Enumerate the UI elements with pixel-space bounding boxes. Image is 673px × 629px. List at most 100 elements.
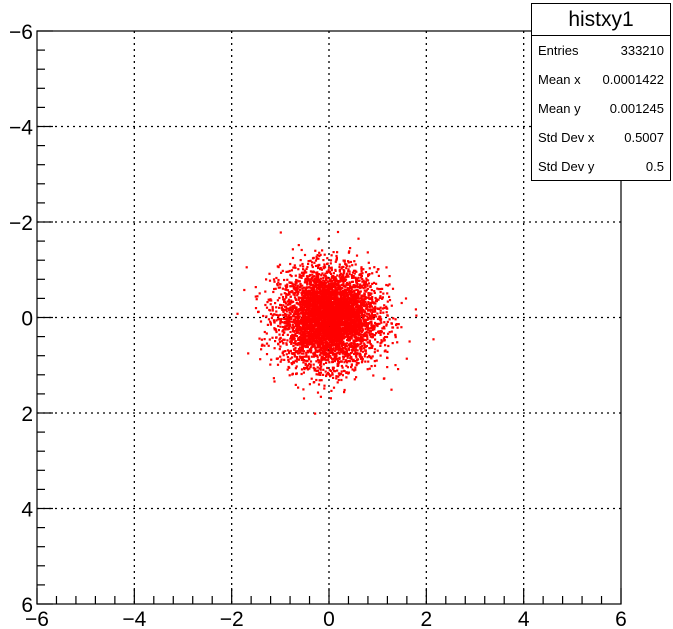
scatter-point bbox=[379, 296, 382, 299]
scatter-point bbox=[333, 337, 336, 340]
scatter-point bbox=[390, 330, 393, 333]
scatter-point bbox=[293, 286, 296, 289]
scatter-point bbox=[308, 323, 311, 326]
scatter-point bbox=[337, 319, 340, 322]
scatter-point bbox=[373, 324, 376, 327]
scatter-point bbox=[301, 327, 304, 330]
scatter-point bbox=[374, 305, 377, 308]
scatter-point bbox=[361, 350, 365, 353]
scatter-point bbox=[317, 320, 320, 323]
scatter-point bbox=[315, 287, 318, 290]
scatter-point bbox=[356, 328, 359, 331]
scatter-point bbox=[367, 291, 370, 295]
scatter-point bbox=[332, 296, 335, 299]
scatter-point bbox=[340, 345, 343, 348]
scatter-point bbox=[341, 320, 344, 323]
scatter-point bbox=[276, 283, 279, 286]
scatter-point bbox=[390, 322, 393, 325]
scatter-point bbox=[337, 360, 340, 363]
scatter-point bbox=[367, 327, 370, 330]
scatter-point bbox=[332, 272, 335, 275]
scatter-point bbox=[348, 308, 351, 312]
scatter-point bbox=[279, 231, 282, 234]
scatter-point bbox=[364, 271, 368, 274]
scatter-point bbox=[354, 312, 357, 315]
scatter-point bbox=[360, 307, 363, 310]
scatter-point bbox=[312, 353, 315, 356]
scatter-point bbox=[371, 325, 374, 328]
scatter-point bbox=[369, 355, 372, 358]
scatter-point bbox=[254, 295, 257, 298]
scatter-point bbox=[346, 317, 349, 320]
scatter-point bbox=[357, 300, 360, 304]
scatter-point bbox=[273, 321, 276, 324]
scatter-point bbox=[277, 286, 280, 289]
scatter-point bbox=[318, 330, 321, 333]
scatter-point bbox=[286, 285, 289, 288]
scatter-point bbox=[278, 296, 281, 300]
scatter-point bbox=[285, 310, 288, 313]
scatter-point bbox=[342, 272, 345, 275]
scatter-point bbox=[315, 312, 318, 315]
scatter-point bbox=[288, 281, 291, 284]
scatter-point bbox=[298, 303, 301, 306]
scatter-point bbox=[318, 328, 321, 331]
scatter-point bbox=[283, 326, 286, 329]
scatter-point bbox=[372, 307, 375, 310]
scatter-point bbox=[327, 310, 330, 313]
scatter-point bbox=[309, 365, 312, 368]
scatter-point bbox=[373, 364, 377, 367]
scatter-point bbox=[298, 273, 301, 276]
scatter-point bbox=[371, 272, 374, 275]
scatter-point bbox=[337, 286, 340, 289]
scatter-point bbox=[368, 367, 371, 370]
scatter-point bbox=[317, 278, 320, 281]
scatter-point bbox=[311, 293, 314, 296]
scatter-point bbox=[320, 340, 323, 343]
scatter-point bbox=[313, 289, 316, 292]
scatter-point bbox=[303, 339, 307, 342]
scatter-point bbox=[302, 295, 305, 298]
scatter-point bbox=[383, 321, 386, 324]
scatter-point bbox=[305, 327, 308, 331]
scatter-point bbox=[301, 287, 304, 290]
scatter-point bbox=[297, 352, 300, 355]
scatter-point bbox=[346, 329, 349, 332]
scatter-point bbox=[291, 291, 294, 294]
scatter-point bbox=[355, 288, 358, 292]
scatter-point bbox=[305, 332, 308, 335]
scatter-point bbox=[300, 341, 303, 344]
scatter-point bbox=[317, 308, 320, 312]
scatter-point bbox=[333, 306, 336, 309]
scatter-point bbox=[330, 389, 333, 392]
scatter-point bbox=[338, 341, 341, 344]
scatter-point bbox=[361, 280, 364, 283]
scatter-point bbox=[346, 325, 349, 328]
scatter-point bbox=[335, 377, 338, 380]
scatter-point bbox=[305, 303, 308, 306]
scatter-point bbox=[303, 315, 306, 318]
scatter-point bbox=[327, 306, 330, 309]
scatter-point bbox=[386, 300, 389, 303]
scatter-point bbox=[327, 373, 330, 376]
scatter-point bbox=[345, 295, 348, 298]
scatter-point bbox=[329, 301, 332, 304]
scatter-point bbox=[299, 312, 302, 315]
scatter-point bbox=[341, 322, 344, 325]
scatter-point bbox=[323, 285, 326, 288]
scatter-point bbox=[357, 315, 360, 318]
scatter-point bbox=[355, 318, 358, 322]
scatter-point bbox=[278, 333, 281, 336]
scatter-point bbox=[293, 334, 296, 337]
scatter-point bbox=[269, 312, 273, 316]
scatter-point bbox=[308, 289, 311, 292]
scatter-point bbox=[324, 335, 327, 338]
scatter-point bbox=[311, 314, 314, 317]
scatter-point bbox=[379, 306, 382, 309]
scatter-point bbox=[311, 270, 314, 274]
scatter-point bbox=[351, 368, 354, 371]
scatter-point bbox=[377, 298, 380, 301]
scatter-point bbox=[332, 331, 335, 334]
scatter-point bbox=[302, 352, 305, 355]
scatter-point bbox=[359, 338, 362, 341]
